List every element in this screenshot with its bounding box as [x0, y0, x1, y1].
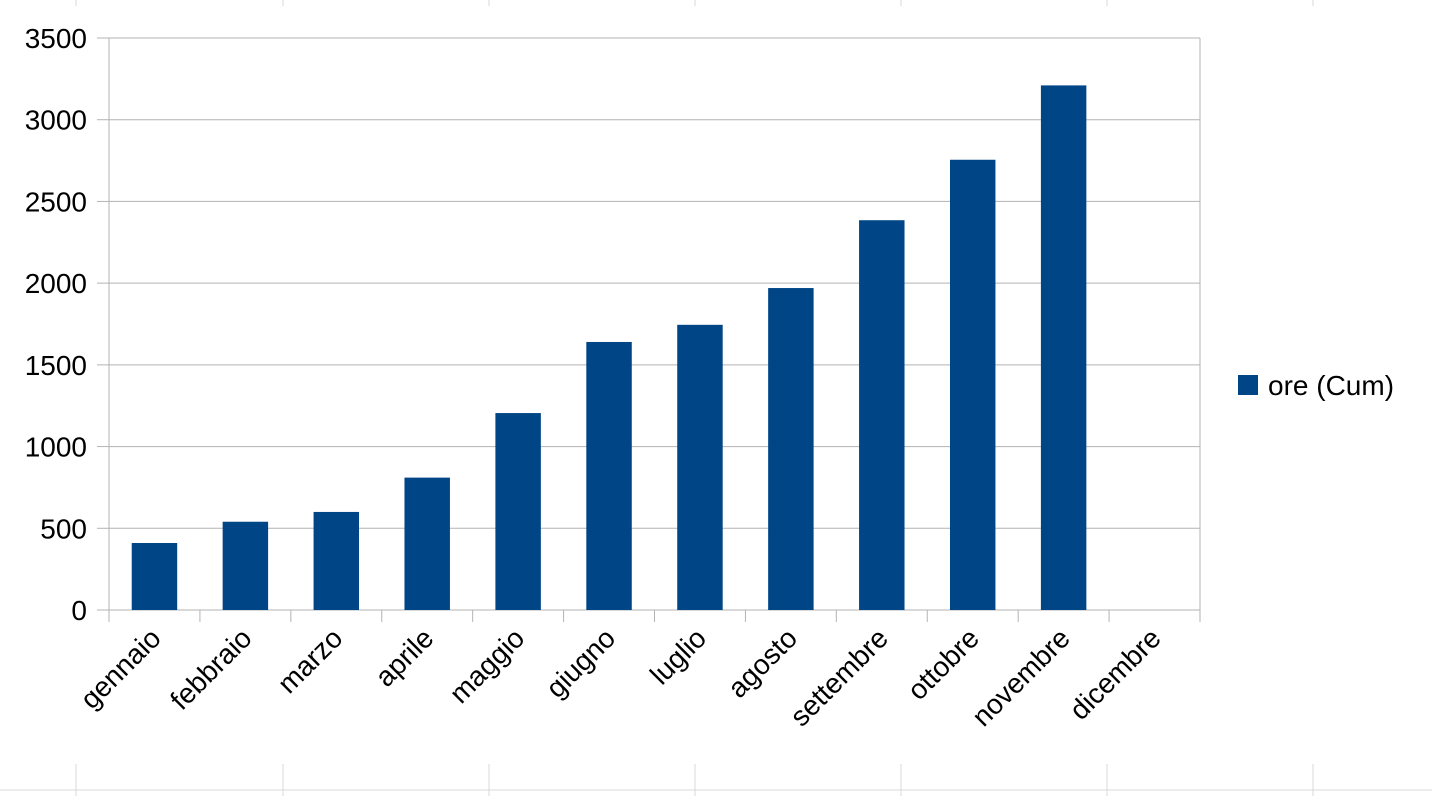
legend: ore (Cum)	[1238, 370, 1394, 401]
bar-series	[131, 85, 1087, 611]
x-tick-label: giugno	[540, 622, 621, 703]
y-tick-label: 3500	[25, 23, 87, 54]
x-tick-label: agosto	[722, 622, 803, 703]
bar-giugno	[586, 341, 632, 610]
x-tick-label: novembre	[966, 622, 1076, 732]
bar-novembre	[1040, 85, 1087, 610]
y-axis-tick-labels: 0 500 1000 1500 2000 2500 3000 3500	[25, 23, 87, 626]
y-tick-label: 1500	[25, 350, 87, 381]
x-tick-label: settembre	[784, 622, 894, 732]
bar-settembre	[859, 220, 905, 611]
x-tick-label: maggio	[444, 622, 531, 709]
x-tick-label: marzo	[272, 622, 349, 699]
bar-agosto	[768, 288, 814, 610]
y-tick-label: 500	[40, 513, 87, 544]
y-tick-label: 2000	[25, 268, 87, 299]
x-tick-label: aprile	[369, 622, 439, 692]
y-tick-label: 1000	[25, 432, 87, 463]
x-tick-label: gennaio	[74, 622, 166, 714]
bar-maggio	[495, 413, 541, 610]
bar-aprile	[404, 477, 450, 610]
bar-febbraio	[222, 521, 269, 610]
x-tick-label: dicembre	[1063, 622, 1166, 725]
bar-luglio	[677, 324, 723, 610]
legend-swatch	[1238, 375, 1258, 395]
x-tick-label: luglio	[644, 622, 712, 690]
y-tick-label: 0	[71, 595, 87, 626]
x-tick-label: ottobre	[901, 622, 985, 706]
y-tick-label: 3000	[25, 105, 87, 136]
bar-gennaio	[131, 542, 178, 610]
bar-ottobre	[949, 159, 996, 611]
x-tick-label: febbraio	[164, 622, 257, 715]
plot-frame	[108, 38, 1201, 622]
bar-marzo	[313, 511, 360, 610]
y-gridlines	[97, 37, 1201, 622]
y-tick-label: 2500	[25, 186, 87, 217]
legend-label: ore (Cum)	[1268, 370, 1394, 401]
